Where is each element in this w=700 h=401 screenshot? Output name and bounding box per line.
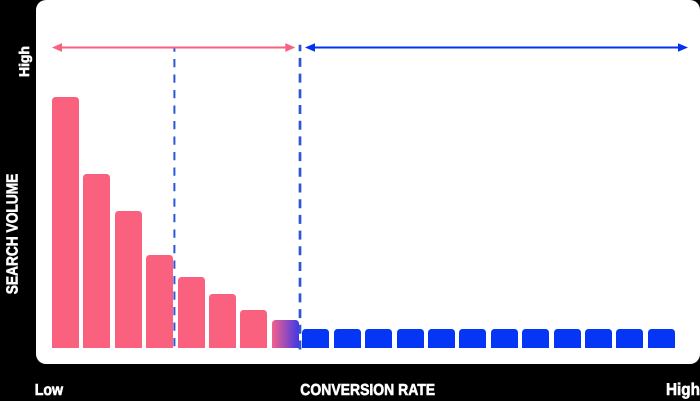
svg-text:High: High [666, 380, 700, 399]
svg-text:SEARCH VOLUME: SEARCH VOLUME [4, 173, 21, 294]
svg-text:Low: Low [35, 382, 64, 399]
svg-text:High: High [16, 46, 32, 77]
svg-text:CONVERSION RATE: CONVERSION RATE [300, 382, 435, 399]
